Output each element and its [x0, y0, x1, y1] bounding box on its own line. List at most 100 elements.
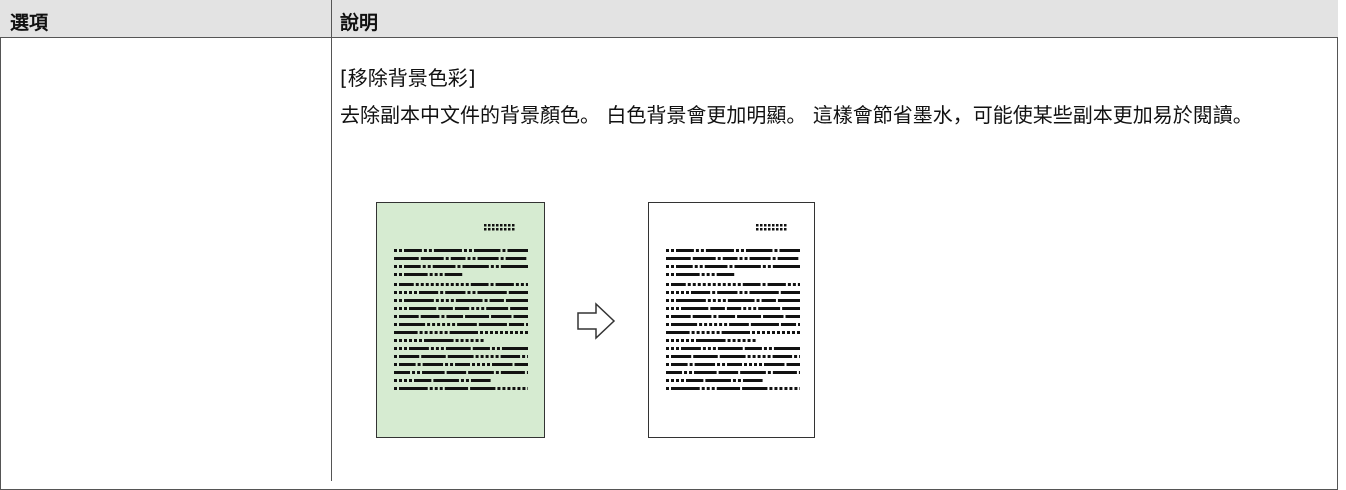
text-dot	[756, 228, 759, 231]
text-dash	[734, 265, 761, 268]
text-dot	[776, 224, 779, 227]
text-dash	[419, 331, 423, 334]
text-dash	[732, 283, 736, 286]
text-dash	[762, 355, 766, 358]
text-dash	[429, 273, 433, 276]
text-dash	[766, 331, 770, 334]
text-dash	[706, 273, 710, 276]
text-dash	[495, 355, 499, 358]
text-dash	[666, 307, 669, 310]
text-dash	[465, 379, 469, 382]
text-dash	[505, 257, 527, 260]
text-dash	[717, 283, 721, 286]
text-dash	[394, 339, 397, 342]
text-dash	[450, 363, 454, 366]
text-dash	[782, 307, 800, 310]
text-dash	[780, 323, 797, 326]
text-dash	[796, 331, 800, 334]
text-dash	[713, 315, 717, 318]
text-dash	[445, 291, 466, 294]
text-dash	[671, 299, 674, 302]
text-dash	[475, 355, 479, 358]
text-dash	[430, 283, 434, 286]
text-dash	[412, 371, 416, 374]
text-dash	[420, 283, 424, 286]
text-dash	[681, 347, 701, 350]
text-dot	[484, 228, 487, 231]
text-dash	[794, 355, 798, 358]
table-header	[0, 0, 1338, 38]
text-dash	[522, 387, 526, 390]
text-dash	[722, 363, 726, 366]
text-dash	[433, 249, 462, 252]
text-dot	[768, 228, 771, 231]
text-dash	[525, 283, 528, 286]
text-dash	[440, 347, 444, 350]
text-dash	[480, 355, 484, 358]
text-dash	[727, 283, 731, 286]
text-dash	[666, 273, 669, 276]
text-dash	[709, 323, 713, 326]
text-dash	[684, 371, 688, 374]
text-dash	[491, 315, 512, 318]
text-dash	[490, 283, 494, 286]
text-dash	[717, 291, 738, 294]
text-dash	[399, 387, 428, 390]
text-dash	[717, 257, 721, 260]
text-dot	[504, 228, 507, 231]
text-dot	[776, 228, 779, 231]
text-dash	[467, 291, 471, 294]
text-dash	[434, 387, 438, 390]
text-dash	[420, 315, 440, 318]
text-dash	[774, 387, 778, 390]
text-dash	[767, 371, 771, 374]
text-dash	[767, 265, 771, 268]
text-dash	[666, 291, 669, 294]
text-dash	[671, 307, 674, 310]
text-dash	[701, 273, 705, 276]
text-dash	[496, 347, 500, 350]
text-dash	[671, 273, 674, 276]
text-dot	[488, 224, 491, 227]
text-dash	[742, 339, 746, 342]
text-dash	[487, 363, 491, 366]
header-cell: 說明	[340, 12, 379, 34]
text-dash	[712, 291, 716, 294]
text-dot	[492, 228, 495, 231]
text-dash	[435, 299, 439, 302]
text-dash	[509, 331, 513, 334]
text-dash	[432, 265, 456, 268]
text-dash	[799, 387, 800, 390]
text-dash	[749, 291, 779, 294]
text-dash	[756, 331, 760, 334]
text-dash	[702, 283, 706, 286]
text-dash	[774, 249, 778, 252]
text-dash	[500, 265, 528, 268]
text-dash	[799, 355, 800, 358]
text-dash	[399, 315, 419, 318]
text-dash	[445, 347, 471, 350]
text-dash	[666, 257, 691, 260]
text-dash	[722, 299, 726, 302]
text-dot	[484, 224, 487, 227]
text-dash	[415, 283, 419, 286]
text-dash	[504, 331, 508, 334]
text-dash	[772, 371, 797, 374]
text-dash	[694, 371, 717, 374]
text-dash	[409, 291, 412, 294]
text-dash	[763, 347, 767, 350]
text-dot	[764, 228, 767, 231]
text-dash	[484, 299, 488, 302]
text-dash	[716, 273, 735, 276]
text-dash	[779, 249, 800, 252]
text-dot	[780, 224, 783, 227]
text-dash	[505, 299, 528, 302]
text-dash	[681, 307, 709, 310]
text-dot	[500, 224, 503, 227]
text-dash	[394, 249, 397, 252]
text-dash	[676, 347, 679, 350]
text-dash	[441, 315, 445, 318]
text-dash	[697, 283, 701, 286]
text-dash	[691, 339, 694, 342]
text-dot	[508, 228, 511, 231]
